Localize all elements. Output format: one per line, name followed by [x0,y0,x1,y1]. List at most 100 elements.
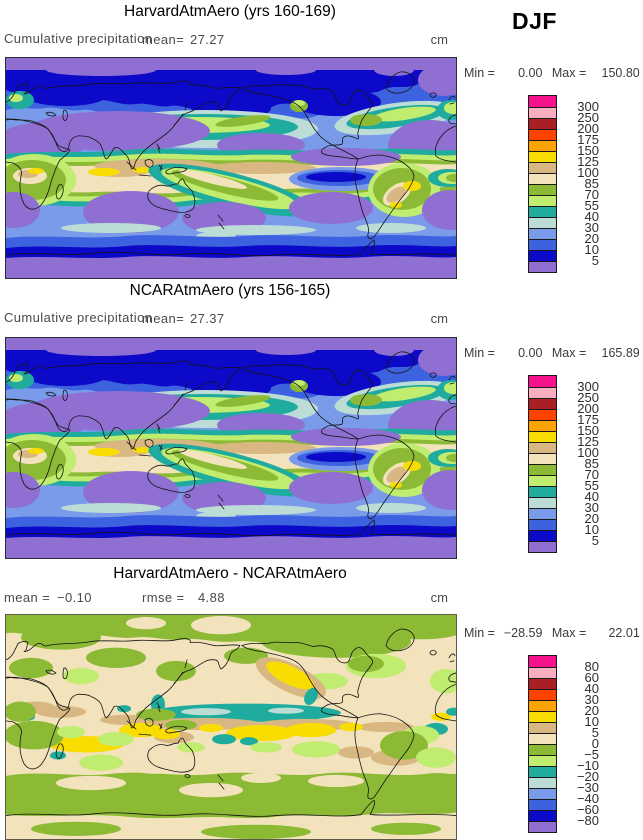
colorbar-swatch [529,486,556,497]
panel1-minmax: Min = 0.00 Max = 150.80 [464,66,640,80]
colorbar-swatch [529,431,556,442]
panel3-title: HarvardAtmAero - NCARAtmAero [113,565,347,582]
colorbar-tick-label: −80 [576,813,599,828]
colorbar-tick-label: 85 [584,176,599,191]
colorbar-swatch [529,162,556,173]
colorbar-tick-label: −60 [576,802,599,817]
max-value: 165.89 [601,346,640,360]
panel3-rmse-value: 4.88 [198,590,225,605]
colorbar-swatch [529,711,556,722]
panel3-units: cm [430,590,448,605]
colorbar-swatch [529,140,556,151]
colorbar-swatch [529,129,556,140]
colorbar-swatch [529,442,556,453]
colorbar-tick-label: 20 [584,703,599,718]
colorbar-swatch [529,195,556,206]
colorbar-tick-label: 10 [584,714,599,729]
colorbar-swatch [529,173,556,184]
colorbar-swatch [529,744,556,755]
colorbar-tick-label: 100 [577,165,599,180]
colorbar-swatch [529,184,556,195]
panel1-units: cm [430,32,448,47]
colorbar-tick-label: 70 [584,467,599,482]
colorbar-tick-label: 10 [584,242,599,257]
season-label: DJF [512,8,557,34]
panel2-mean-label: mean= [142,311,185,326]
panel3-mean-label: mean = [4,590,51,605]
panel1-colorbar: 300 250 200 175 150 125 100 85 70 55 40 30 20 10 5 [528,95,608,273]
panel2-minmax: Min = 0.00 Max = 165.89 [464,346,640,360]
colorbar-swatch [529,376,556,387]
colorbar-tick-label: 10 [584,522,599,537]
colorbar-swatch [529,519,556,530]
colorbar-swatch [529,206,556,217]
colorbar-tick-label: −40 [576,791,599,806]
colorbar-tick-label: 60 [584,670,599,685]
panel1-mean-label: mean= [142,32,185,47]
colorbar-tick-label: 40 [584,489,599,504]
colorbar-swatch [529,453,556,464]
colorbar-tick-label: 5 [591,725,599,740]
colorbar-swatch [529,464,556,475]
max-value: 150.80 [601,66,640,80]
colorbar-tick-label: 30 [584,220,599,235]
colorbar-swatch [529,821,556,832]
colorbar-swatches [528,655,557,833]
max-value: 22.01 [608,626,640,640]
panel2-mean-value: 27.37 [190,311,225,326]
colorbar-swatch [529,678,556,689]
panel3-rmse-label: rmse = [142,590,185,605]
colorbar-tick-label: 5 [591,253,599,268]
max-label: Max = [551,346,587,360]
colorbar-tick-label: 200 [577,121,599,136]
panel2-title: NCARAtmAero (yrs 156-165) [129,282,331,299]
colorbar-swatch [529,508,556,519]
colorbar-swatch [529,700,556,711]
map-precip-ncar [5,337,457,559]
colorbar-swatch [529,475,556,486]
colorbar-swatch [529,722,556,733]
colorbar-swatch [529,497,556,508]
colorbar-tick-label: −5 [584,747,599,762]
panel2-variable-label: Cumulative precipitation [4,310,153,325]
panel1-mean-value: 27.27 [190,32,225,47]
colorbar-tick-label: 100 [577,445,599,460]
min-value: 0.00 [518,66,543,80]
colorbar-swatch [529,766,556,777]
colorbar-swatch [529,777,556,788]
colorbar-labels: 80 60 40 30 20 10 5 0 −5 −10 −20 −30 −40 −60 −80 [561,655,599,831]
min-label: Min = [464,626,495,640]
colorbar-tick-label: 40 [584,209,599,224]
map-diff [5,614,457,840]
panel3-minmax: Min = −28.59 Max = 22.01 [464,626,640,640]
panel3-mean-value: −0.10 [57,590,92,605]
map-precip-harvard [5,57,457,279]
colorbar-tick-label: 150 [577,143,599,158]
colorbar-swatch [529,810,556,821]
colorbar-swatches [528,375,557,553]
colorbar-swatch [529,151,556,162]
colorbar-tick-label: −20 [576,769,599,784]
min-label: Min = [464,66,495,80]
colorbar-tick-label: 175 [577,412,599,427]
colorbar-tick-label: 200 [577,401,599,416]
colorbar-tick-label: 80 [584,659,599,674]
colorbar-tick-label: −10 [576,758,599,773]
colorbar-swatch [529,667,556,678]
min-value: −28.59 [503,626,543,640]
colorbar-swatch [529,755,556,766]
colorbar-tick-label: −30 [576,780,599,795]
colorbar-tick-label: 125 [577,154,599,169]
colorbar-tick-label: 30 [584,692,599,707]
colorbar-tick-label: 20 [584,231,599,246]
colorbar-labels: 300 250 200 175 150 125 100 85 70 55 40 30 20 10 5 [561,95,599,271]
colorbar-swatch [529,733,556,744]
colorbar-tick-label: 300 [577,379,599,394]
colorbar-swatch [529,261,556,272]
colorbar-swatch [529,228,556,239]
colorbar-swatch [529,541,556,552]
min-value: 0.00 [518,346,543,360]
colorbar-swatch [529,799,556,810]
colorbar-swatch [529,387,556,398]
colorbar-tick-label: 5 [591,533,599,548]
